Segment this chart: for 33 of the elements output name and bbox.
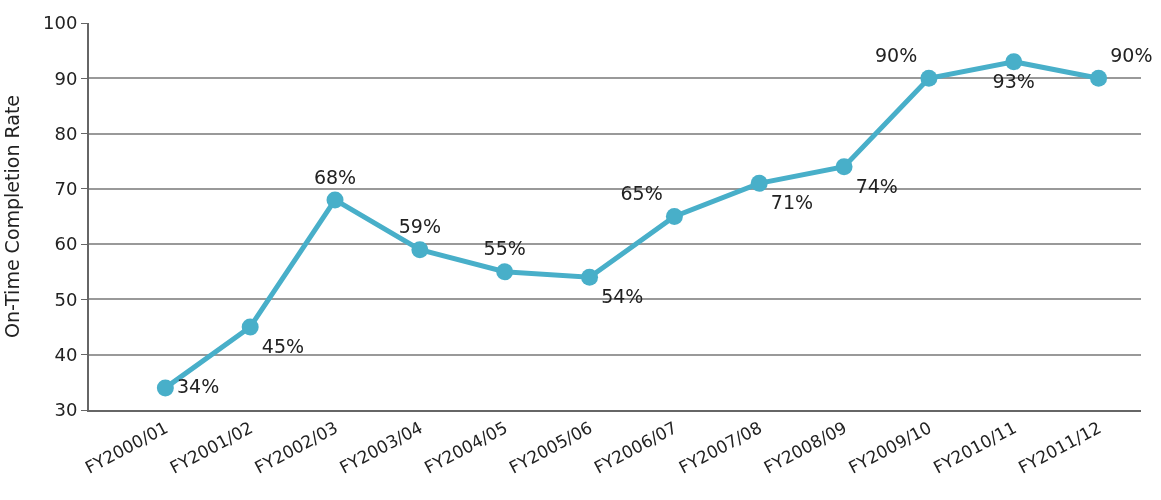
y-tick-label: 100 — [43, 12, 78, 34]
data-label: 59% — [398, 215, 441, 238]
point — [241, 318, 259, 336]
data-label: 34% — [176, 374, 220, 397]
point — [326, 191, 344, 209]
y-tick-label: 40 — [54, 344, 78, 366]
point — [1005, 53, 1023, 71]
point — [496, 263, 514, 281]
data-label: 65% — [620, 182, 663, 205]
data-label: 71% — [770, 191, 814, 214]
data-label: 74% — [855, 174, 898, 197]
y-axis-title: On-Time Completion Rate — [1, 94, 24, 339]
point — [835, 158, 853, 176]
data-label: 90% — [1110, 43, 1153, 66]
point — [1090, 69, 1108, 87]
data-label: 68% — [313, 165, 357, 188]
point — [411, 241, 429, 259]
y-tick-label: 30 — [54, 399, 78, 421]
y-tick-label: 70 — [54, 178, 78, 200]
y-tick-label: 90 — [54, 67, 78, 89]
point — [581, 268, 599, 286]
data-label: 54% — [601, 285, 644, 308]
point — [750, 174, 768, 192]
data-label: 93% — [992, 69, 1035, 92]
y-tick-label: 80 — [54, 122, 78, 144]
point — [920, 69, 938, 87]
point — [156, 379, 174, 397]
data-label: 55% — [483, 237, 526, 260]
y-tick-label: 50 — [54, 288, 78, 310]
y-tick-label: 60 — [54, 233, 78, 255]
data-label: 45% — [261, 334, 305, 357]
point — [665, 208, 683, 225]
data-label: 90% — [875, 43, 918, 66]
